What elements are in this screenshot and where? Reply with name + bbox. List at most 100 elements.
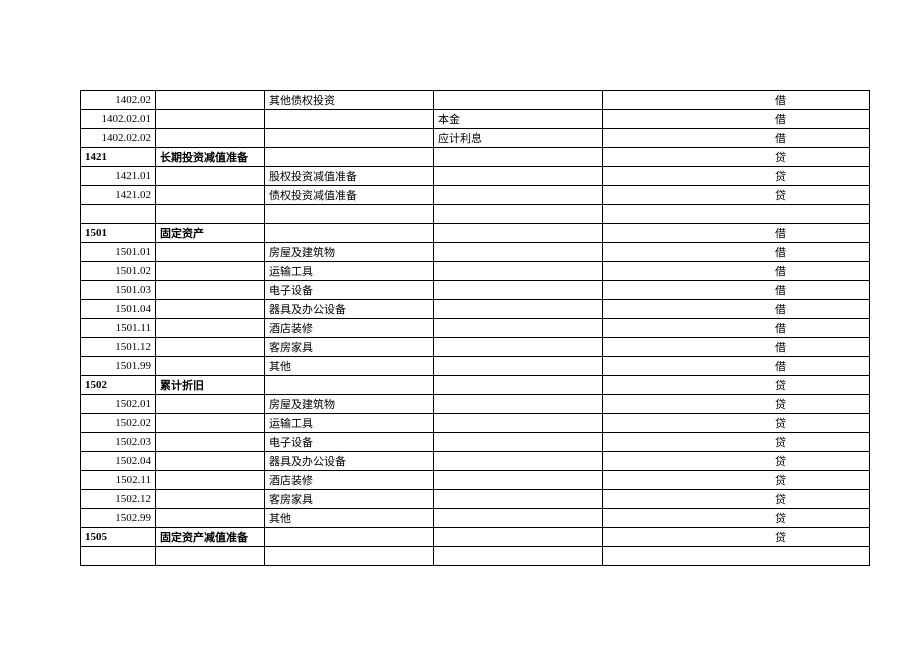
cell-dc: 贷 [771, 509, 870, 528]
table-row: 1502.03电子设备贷 [81, 433, 870, 452]
cell-blank [603, 167, 772, 186]
cell-level2 [265, 110, 434, 129]
cell-level3 [434, 281, 603, 300]
cell-dc: 贷 [771, 452, 870, 471]
cell-dc: 借 [771, 300, 870, 319]
table-row [81, 547, 870, 566]
cell-blank [603, 471, 772, 490]
cell-code: 1502.03 [81, 433, 156, 452]
cell-code: 1402.02.01 [81, 110, 156, 129]
cell-level2: 运输工具 [265, 414, 434, 433]
cell-level2 [265, 528, 434, 547]
cell-level2: 客房家具 [265, 490, 434, 509]
cell-code: 1501.02 [81, 262, 156, 281]
cell-level3 [434, 414, 603, 433]
table-row: 1501.99其他借 [81, 357, 870, 376]
cell-level2: 酒店装修 [265, 319, 434, 338]
cell-code [81, 547, 156, 566]
cell-level1 [156, 167, 265, 186]
cell-level1 [156, 395, 265, 414]
cell-level3 [434, 148, 603, 167]
cell-blank [603, 224, 772, 243]
cell-dc: 贷 [771, 148, 870, 167]
cell-blank [603, 376, 772, 395]
table-row: 1402.02其他债权投资借 [81, 91, 870, 110]
cell-code: 1501.12 [81, 338, 156, 357]
cell-dc: 借 [771, 91, 870, 110]
cell-code: 1502 [81, 376, 156, 395]
cell-level1 [156, 452, 265, 471]
table-row: 1501.03电子设备借 [81, 281, 870, 300]
cell-level2: 器具及办公设备 [265, 300, 434, 319]
cell-blank [603, 452, 772, 471]
cell-level1 [156, 547, 265, 566]
cell-level1 [156, 243, 265, 262]
cell-blank [603, 414, 772, 433]
table-row: 1502.02运输工具贷 [81, 414, 870, 433]
cell-blank [603, 490, 772, 509]
cell-level2: 其他债权投资 [265, 91, 434, 110]
cell-level2 [265, 547, 434, 566]
cell-level1 [156, 91, 265, 110]
cell-level1 [156, 110, 265, 129]
cell-level2: 电子设备 [265, 433, 434, 452]
table-row: 1501.11 酒店装修 借 [81, 319, 870, 338]
cell-code: 1502.99 [81, 509, 156, 528]
cell-level3 [434, 338, 603, 357]
cell-dc: 借 [771, 338, 870, 357]
cell-level1 [156, 490, 265, 509]
cell-level3 [434, 91, 603, 110]
cell-code: 1501.11 [81, 319, 156, 338]
cell-level2: 股权投资减值准备 [265, 167, 434, 186]
cell-level2: 运输工具 [265, 262, 434, 281]
cell-level2: 电子设备 [265, 281, 434, 300]
cell-dc: 贷 [771, 167, 870, 186]
cell-dc: 借 [771, 224, 870, 243]
table-row: 1502.01房屋及建筑物贷 [81, 395, 870, 414]
cell-blank [603, 547, 772, 566]
cell-dc: 借 [771, 129, 870, 148]
cell-code: 1421.01 [81, 167, 156, 186]
cell-level1 [156, 414, 265, 433]
cell-level2: 其他 [265, 509, 434, 528]
table-row: 1421.02债权投资减值准备贷 [81, 186, 870, 205]
cell-dc [771, 547, 870, 566]
cell-level1 [156, 186, 265, 205]
cell-code: 1502.04 [81, 452, 156, 471]
cell-code: 1501 [81, 224, 156, 243]
cell-blank [603, 262, 772, 281]
cell-blank [603, 129, 772, 148]
table-row: 1502.12客房家具贷 [81, 490, 870, 509]
cell-level3 [434, 547, 603, 566]
cell-level1 [156, 471, 265, 490]
cell-blank [603, 243, 772, 262]
table-row: 1505固定资产减值准备贷 [81, 528, 870, 547]
table-row: 1421长期投资减值准备贷 [81, 148, 870, 167]
cell-level1: 长期投资减值准备 [156, 148, 265, 167]
cell-level3 [434, 528, 603, 547]
cell-code: 1502.12 [81, 490, 156, 509]
accounts-tbody: 1402.02其他债权投资借1402.02.01本金借1402.02.02应计利… [81, 91, 870, 566]
cell-level3 [434, 167, 603, 186]
table-row: 1501.02运输工具借 [81, 262, 870, 281]
cell-level3 [434, 509, 603, 528]
cell-blank [603, 319, 772, 338]
cell-dc: 借 [771, 319, 870, 338]
cell-level2 [265, 376, 434, 395]
cell-level2: 客房家具 [265, 338, 434, 357]
table-row: 1501.04器具及办公设备借 [81, 300, 870, 319]
cell-blank [603, 281, 772, 300]
cell-code: 1501.99 [81, 357, 156, 376]
cell-level1 [156, 319, 265, 338]
cell-code: 1501.01 [81, 243, 156, 262]
cell-level2 [265, 224, 434, 243]
cell-level3 [434, 224, 603, 243]
cell-level3 [434, 471, 603, 490]
table-row: 1402.02.02应计利息借 [81, 129, 870, 148]
cell-dc: 借 [771, 110, 870, 129]
cell-level1 [156, 433, 265, 452]
cell-level2: 房屋及建筑物 [265, 243, 434, 262]
table-row: 1501固定资产借 [81, 224, 870, 243]
table-row: 1502累计折旧贷 [81, 376, 870, 395]
table-row: 1421.01 股权投资减值准备 贷 [81, 167, 870, 186]
